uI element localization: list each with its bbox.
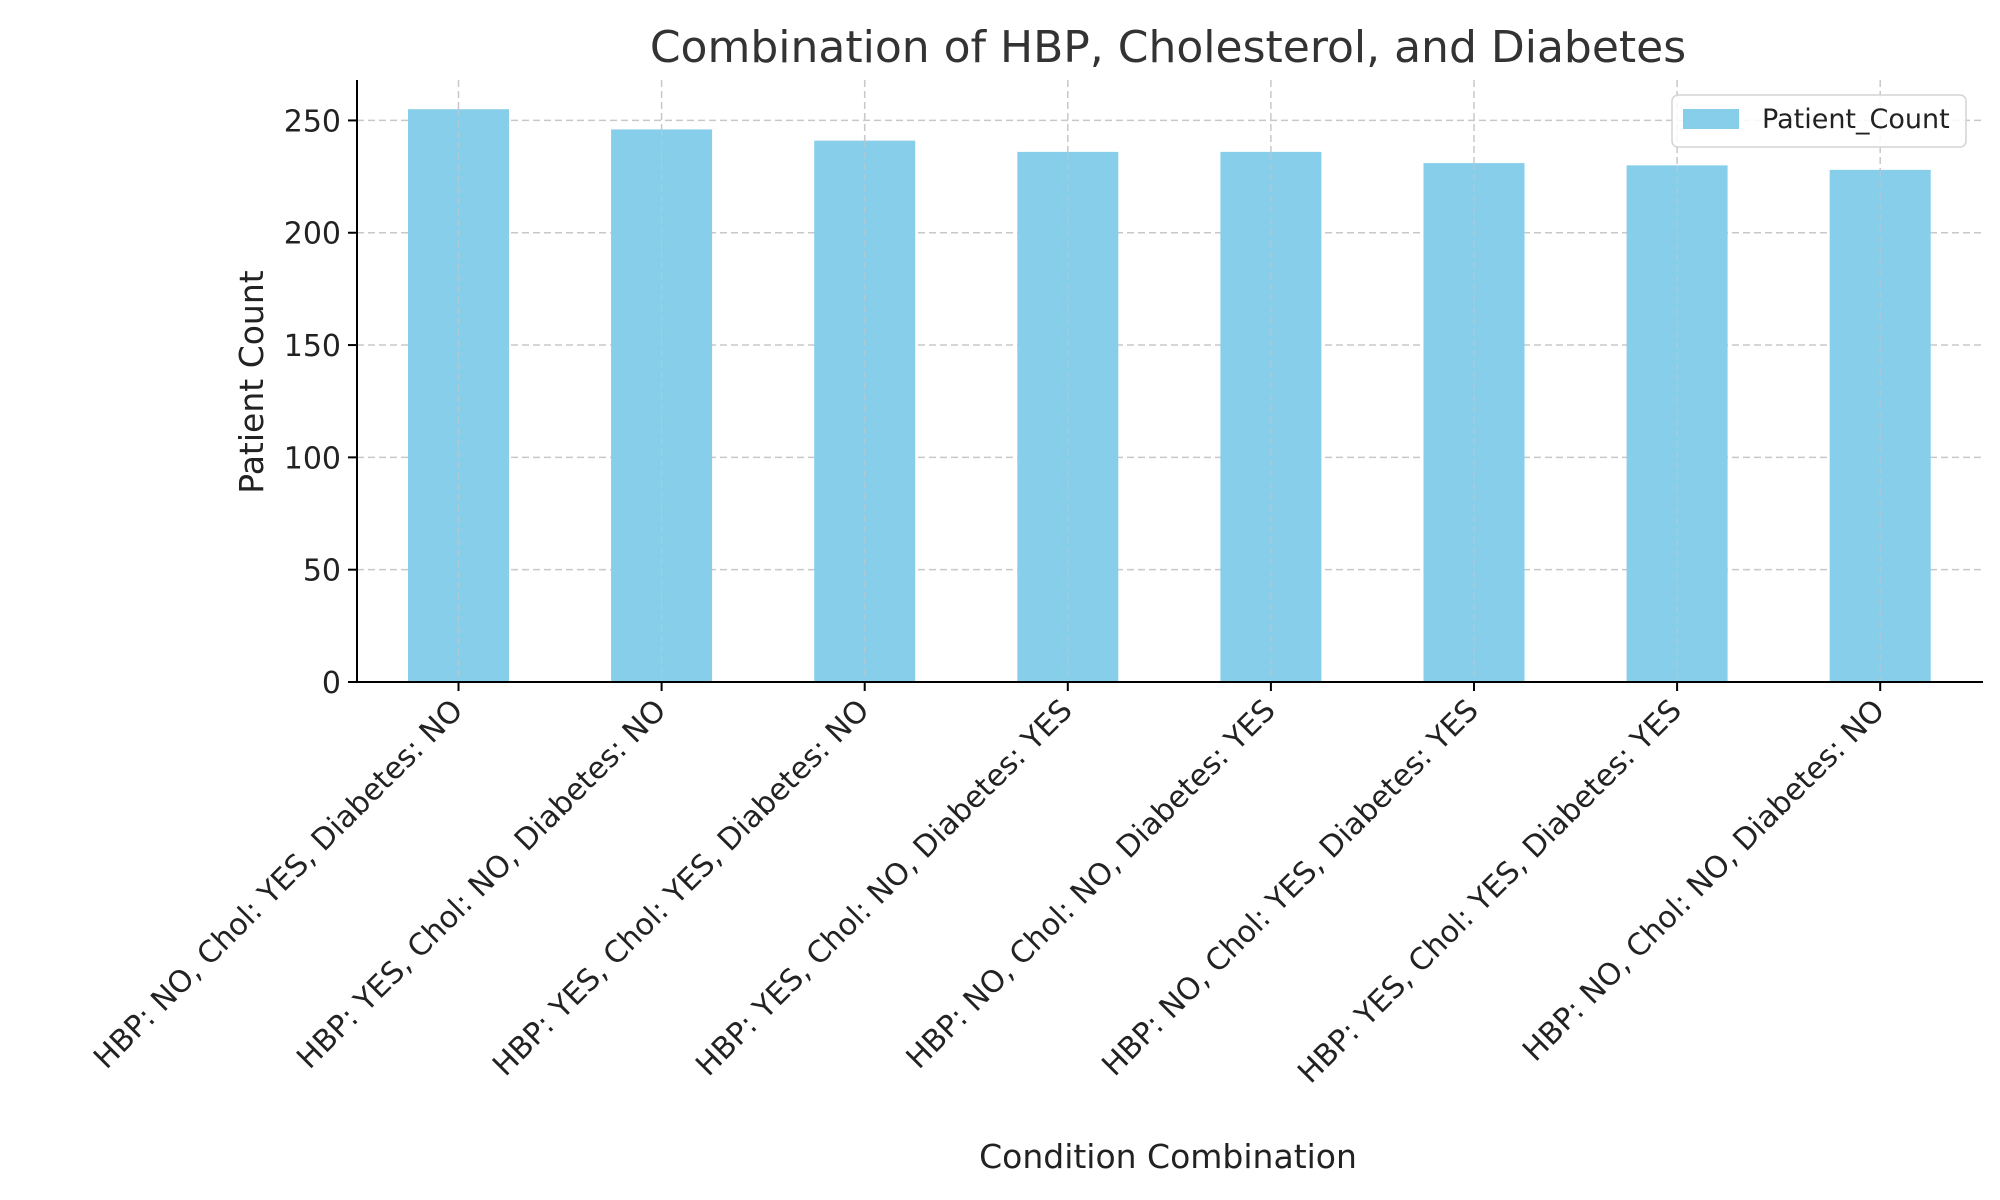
bars <box>408 109 1931 683</box>
legend-box <box>1671 94 1967 148</box>
y-tick-label: 150 <box>284 329 341 364</box>
chart-title: Combination of HBP, Cholesterol, and Dia… <box>650 22 1686 73</box>
x-tick-label: HBP: NO, Chol: YES, Diabetes: YES <box>1095 693 1485 1083</box>
y-tick-label: 0 <box>322 666 341 701</box>
x-tick-label: HBP: NO, Chol: NO, Diabetes: NO <box>1516 693 1892 1069</box>
y-tick-label: 250 <box>284 104 341 139</box>
x-tick-label: HBP: YES, Chol: YES, Diabetes: NO <box>486 693 876 1083</box>
legend: Patient_Count <box>1671 94 1967 148</box>
x-tick-label: HBP: YES, Chol: NO, Diabetes: YES <box>689 693 1079 1083</box>
legend-swatch <box>1683 109 1739 129</box>
axes <box>356 80 1983 683</box>
x-tick-label: HBP: NO, Chol: YES, Diabetes: NO <box>87 693 470 1076</box>
y-axis-title: Patient Count <box>232 270 271 493</box>
y-tick-label: 100 <box>284 441 341 476</box>
x-axis-title: Condition Combination <box>979 1137 1357 1176</box>
legend-label: Patient_Count <box>1762 104 1950 135</box>
y-tick-label: 50 <box>303 554 341 589</box>
x-tick-label: HBP: NO, Chol: NO, Diabetes: YES <box>900 693 1283 1076</box>
grid-layer <box>357 80 1983 682</box>
x-tick-label: HBP: YES, Chol: NO, Diabetes: NO <box>290 693 673 1076</box>
y-tick-label: 200 <box>284 217 341 252</box>
x-tick-label: HBP: YES, Chol: YES, Diabetes: YES <box>1291 693 1688 1090</box>
